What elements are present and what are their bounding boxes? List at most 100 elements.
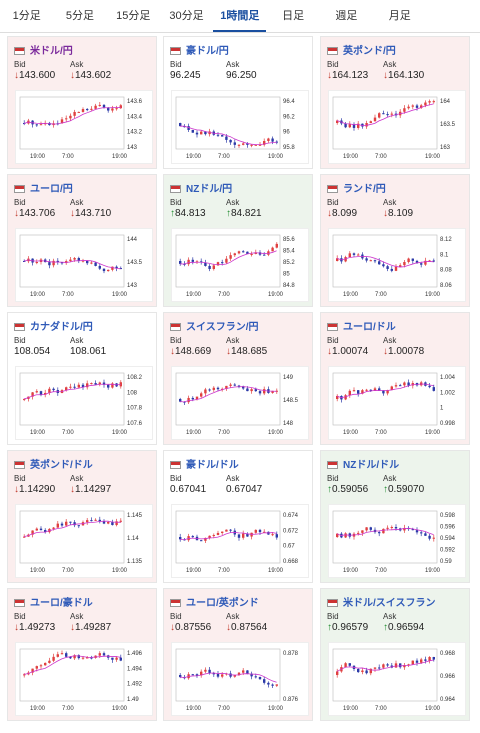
tab-5[interactable]: 日足 [282, 10, 305, 22]
pair-title[interactable]: ユーロ/円 [14, 180, 73, 195]
price-chart[interactable]: 149 148.5 148 19:00 7:00 19:00 [171, 366, 309, 440]
x-tick-label: 19:00 [425, 154, 441, 160]
ask-number: 0.96594 [388, 622, 425, 633]
x-tick-label: 7:00 [218, 568, 230, 574]
price-chart[interactable]: 1.496 1.494 1.492 1.49 19:00 7:00 19:00 [15, 642, 153, 716]
price-chart[interactable]: 0.598 0.596 0.594 0.592 0.59 19:00 7:00 19:00 [328, 504, 466, 578]
arrow-up-icon: ↑ [383, 484, 388, 495]
pair-title[interactable]: 英ポンド/ドル [14, 456, 93, 471]
x-tick-label: 19:00 [112, 568, 128, 574]
candle [420, 530, 423, 537]
price-chart[interactable]: 1.004 1.002 1 0.998 19:00 7:00 19:00 [328, 366, 466, 440]
pair-title[interactable]: カナダドル/円 [14, 318, 93, 333]
pair-title[interactable]: 豪ドル/ドル [170, 456, 239, 471]
candle [378, 664, 381, 671]
currency-card[interactable]: 米ドル/円 Bid Ask ↓143.600 ↓143.602 143.6 143.4 143… [7, 36, 157, 169]
pair-name: ユーロ/英ポンド [186, 598, 259, 609]
candle [428, 99, 431, 106]
x-tick-label: 7:00 [62, 706, 74, 712]
pair-title[interactable]: ランド/円 [327, 180, 386, 195]
ask-number: 0.59070 [388, 484, 425, 495]
candle [407, 104, 410, 110]
currency-card[interactable]: ユーロ/英ポンド Bid Ask ↓0.87556 ↓0.87564 0.878 0.876… [163, 588, 313, 721]
currency-card[interactable]: ユーロ/円 Bid Ask ↓143.706 ↓143.710 144 143.5 143 19… [7, 174, 157, 307]
tab-2[interactable]: 15分足 [116, 10, 151, 22]
currency-card[interactable]: ユーロ/豪ドル Bid Ask ↓1.49273 ↓1.49287 1.496 1.494 1… [7, 588, 157, 721]
x-tick-label: 19:00 [112, 292, 128, 298]
currency-card[interactable]: 豪ドル/ドル Bid Ask 0.67041 0.67047 0.674 0.672 0.67… [163, 450, 313, 583]
bid-label: Bid [170, 198, 182, 207]
candle [77, 525, 80, 529]
currency-card[interactable]: 豪ドル/円 Bid Ask 96.245 96.250 96.4 96.2 96 95.8 19:… [163, 36, 313, 169]
x-tick-label: 7:00 [218, 430, 230, 436]
pair-title[interactable]: ユーロ/豪ドル [14, 594, 93, 609]
ask-label: Ask [383, 198, 397, 207]
pair-title[interactable]: NZドル/円 [170, 180, 232, 195]
tab-0[interactable]: 1分足 [12, 10, 41, 22]
pair-title[interactable]: 米ドル/スイスフラン [327, 594, 435, 609]
pair-name: ランド/円 [343, 184, 386, 195]
ask-value: ↓1.49287 [70, 622, 111, 633]
currency-card[interactable]: NZドル/ドル Bid Ask ↑0.59056 ↑0.59070 0.598 0.596 0… [320, 450, 470, 583]
candle [200, 539, 203, 542]
x-tick-label: 19:00 [268, 154, 284, 160]
tab-4[interactable]: 1時間足 [213, 0, 267, 32]
candle [267, 681, 270, 688]
candle [352, 122, 356, 131]
y-tick-label: 0.876 [283, 697, 299, 703]
price-chart[interactable]: 144 143.5 143 19:00 7:00 19:00 [15, 228, 153, 302]
chart-plot-area [19, 372, 125, 426]
candle [77, 382, 80, 389]
currency-card[interactable]: 米ドル/スイスフラン Bid Ask ↑0.96579 ↑0.96594 0.968 0.9… [320, 588, 470, 721]
bid-number: 1.49273 [19, 622, 56, 633]
pair-name: 豪ドル/ドル [186, 460, 239, 471]
pair-title[interactable]: ユーロ/ドル [327, 318, 396, 333]
tab-1[interactable]: 5分足 [65, 10, 94, 22]
currency-card[interactable]: 英ポンド/円 Bid Ask ↓164.123 ↓164.130 164 163.5 163 1… [320, 36, 470, 169]
pair-title[interactable]: 米ドル/円 [14, 42, 73, 57]
candle [411, 258, 414, 264]
candle [44, 528, 47, 534]
x-tick-label: 19:00 [186, 154, 202, 160]
currency-card[interactable]: NZドル/円 Bid Ask ↑84.813 ↑84.821 85.6 85.4 85.2 85… [163, 174, 313, 307]
currency-card[interactable]: 英ポンド/ドル Bid Ask ↓1.14290 ↓1.14297 1.145 1.14 1.… [7, 450, 157, 583]
price-chart[interactable]: 0.968 0.966 0.964 19:00 7:00 19:00 [328, 642, 466, 716]
currency-card[interactable]: ユーロ/ドル Bid Ask ↓1.00074 ↓1.00078 1.004 1.002 1 0… [320, 312, 470, 445]
moving-average-line [336, 528, 434, 536]
candle [90, 106, 93, 111]
price-chart[interactable]: 1.145 1.14 1.135 19:00 7:00 19:00 [15, 504, 153, 578]
pair-title[interactable]: ユーロ/英ポンド [170, 594, 259, 609]
candle [369, 526, 372, 532]
y-tick-label: 108 [127, 390, 138, 396]
candle [73, 109, 76, 119]
currency-card[interactable]: ランド/円 Bid Ask ↓8.099 ↓8.109 8.12 8.1 8.08 8.06 19… [320, 174, 470, 307]
x-tick-label: 7:00 [375, 292, 387, 298]
price-chart[interactable]: 108.2 108 107.8 107.6 19:00 7:00 19:00 [15, 366, 153, 440]
price-chart[interactable]: 164 163.5 163 19:00 7:00 19:00 [328, 90, 466, 164]
x-tick-label: 7:00 [62, 292, 74, 298]
currency-card[interactable]: カナダドル/円 Bid Ask 108.054 108.061 108.2 108 107.8… [7, 312, 157, 445]
price-chart[interactable]: 0.878 0.876 19:00 7:00 19:00 [171, 642, 309, 716]
candle [432, 258, 435, 263]
candle [432, 384, 435, 392]
x-tick-label: 19:00 [343, 292, 359, 298]
pair-title[interactable]: 英ポンド/円 [327, 42, 396, 57]
candle [357, 389, 360, 397]
tab-7[interactable]: 月足 [388, 10, 411, 22]
pair-title[interactable]: 豪ドル/円 [170, 42, 229, 57]
tab-3[interactable]: 30分足 [169, 10, 204, 22]
tab-6[interactable]: 週足 [335, 10, 358, 22]
pair-title[interactable]: NZドル/ドル [327, 456, 399, 471]
price-chart[interactable]: 143.6 143.4 143.2 143 19:00 7:00 19:00 [15, 90, 153, 164]
price-chart[interactable]: 85.6 85.4 85.2 85 84.8 19:00 7:00 19:00 [171, 228, 309, 302]
price-chart[interactable]: 96.4 96.2 96 95.8 19:00 7:00 19:00 [171, 90, 309, 164]
candle [119, 266, 122, 270]
moving-average-line [336, 103, 434, 126]
price-chart[interactable]: 8.12 8.1 8.08 8.06 19:00 7:00 19:00 [328, 228, 466, 302]
currency-card[interactable]: スイスフラン/円 Bid Ask ↓148.669 ↓148.685 149 148.5 14… [163, 312, 313, 445]
ask-value: ↓0.87564 [226, 622, 267, 633]
candle [229, 252, 232, 261]
pair-title[interactable]: スイスフラン/円 [170, 318, 258, 333]
candle [378, 112, 381, 119]
price-chart[interactable]: 0.674 0.672 0.67 0.668 19:00 7:00 19:00 [171, 504, 309, 578]
